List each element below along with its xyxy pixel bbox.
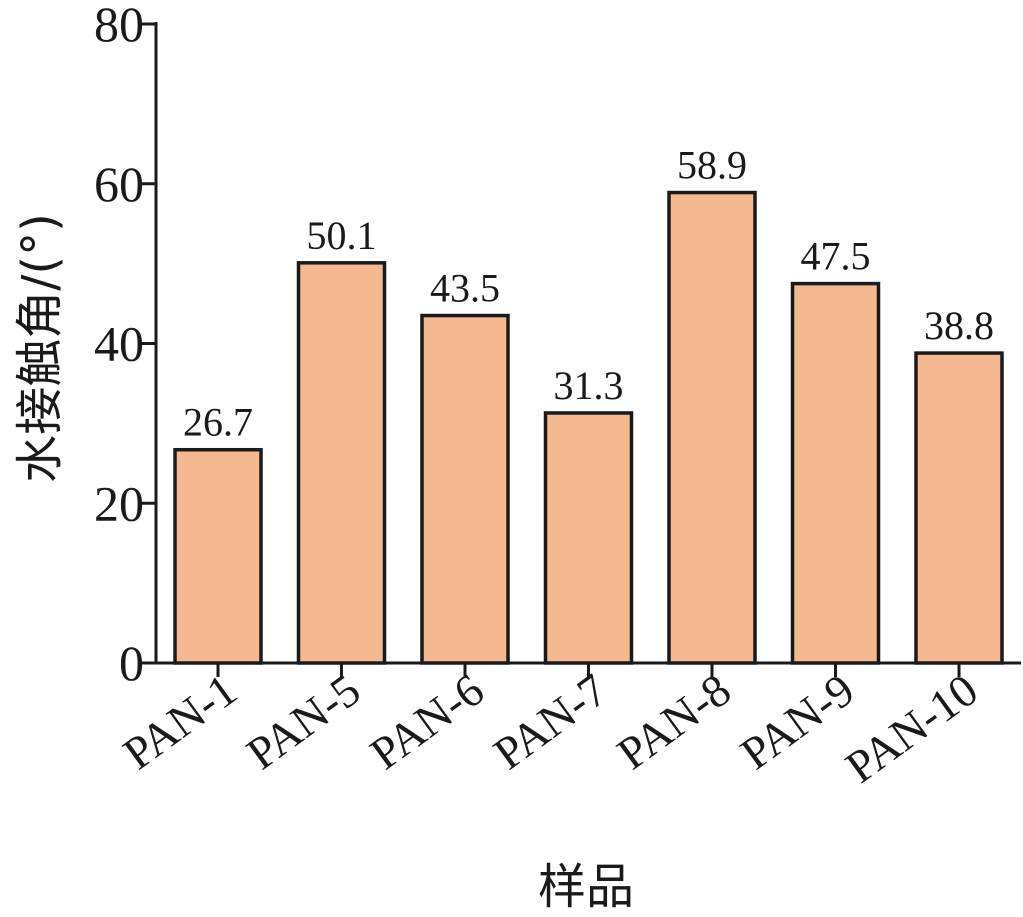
y-axis-title: 水接触角/(°) [12, 213, 68, 483]
bar [296, 261, 387, 665]
y-tick-label: 20 [94, 475, 144, 531]
x-tick-label: PAN-7 [484, 664, 616, 779]
x-tick-label: PAN-8 [608, 664, 740, 779]
bar [790, 281, 881, 665]
x-tick-label: PAN-10 [836, 664, 987, 793]
bar [173, 447, 263, 665]
x-tick-label: PAN-6 [361, 664, 493, 779]
y-tick-label: 40 [94, 316, 144, 372]
data-label: 50.1 [307, 213, 377, 258]
bar [543, 411, 634, 665]
y-tick-label: 0 [119, 635, 144, 691]
y-tick-label: 60 [94, 156, 144, 212]
data-label: 38.8 [924, 303, 994, 348]
data-label: 31.3 [554, 363, 624, 408]
y-tick-label: 80 [94, 0, 144, 52]
data-label: 26.7 [183, 400, 253, 445]
x-tick-label: PAN-5 [237, 664, 369, 779]
bar [420, 313, 510, 665]
bar [667, 190, 757, 665]
data-label: 58.9 [677, 143, 747, 188]
data-label: 43.5 [430, 266, 500, 311]
chart-marks: 02040608026.7PAN-150.1PAN-543.5PAN-631.3… [94, 0, 1004, 793]
data-label: 47.5 [801, 234, 871, 279]
x-axis-title: 样品 [538, 859, 634, 915]
bar [914, 351, 1004, 665]
